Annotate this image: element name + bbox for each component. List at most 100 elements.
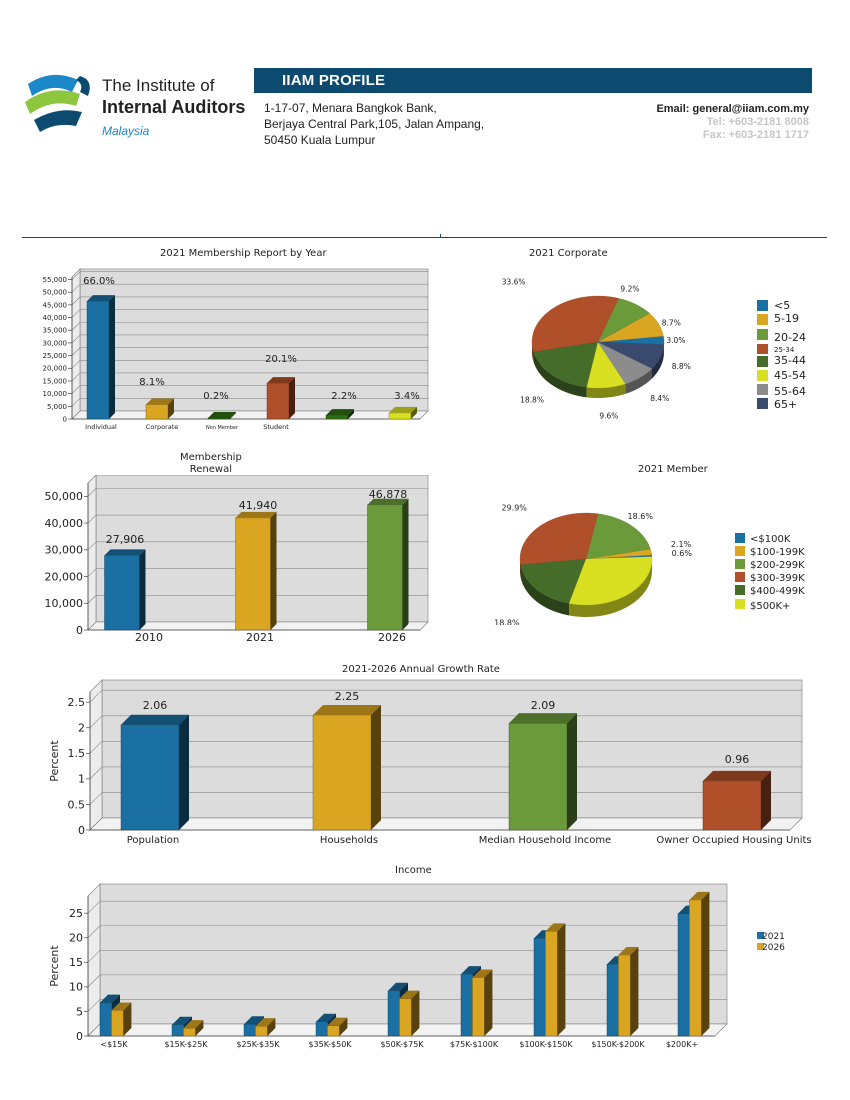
legend-swatch: [735, 585, 745, 595]
y-tick-label: 0: [76, 624, 83, 637]
bar-top: [183, 1020, 204, 1029]
legend-swatch: [757, 370, 768, 381]
grid-line: [87, 900, 101, 914]
bar-side: [109, 295, 115, 419]
pie-slice: [531, 295, 619, 353]
bar-side: [339, 1017, 348, 1036]
legend-swatch: [757, 300, 768, 311]
pie-slice: [568, 556, 653, 606]
legend-swatch: [735, 546, 745, 556]
grid-line: [87, 925, 101, 938]
y-tick-label: 30,000: [43, 339, 68, 347]
grid-line: [87, 488, 97, 497]
y-tick-label: 50,000: [45, 490, 84, 503]
y-tick-label: 40,000: [43, 314, 68, 322]
data-label: 66.0%: [83, 276, 115, 287]
bar-top: [689, 891, 710, 900]
address-line: Berjaya Central Park,105, Jalan Ampang,: [264, 117, 485, 131]
x-tick-label: Corporate: [146, 423, 179, 431]
bar: [545, 931, 558, 1037]
pie-data-label: 18.8%: [520, 395, 544, 404]
plot-side-wall: [71, 268, 81, 420]
tel-text: Tel: +603-2181 8008: [706, 116, 809, 128]
bar-side: [411, 990, 420, 1036]
legend-label: $500K+: [750, 601, 790, 612]
data-label: 2.25: [335, 690, 360, 703]
y-tick-label: 0: [76, 1030, 83, 1043]
bar: [243, 1024, 257, 1037]
y-tick-label: 10,000: [43, 390, 68, 398]
pie-data-label: 18.6%: [628, 512, 654, 521]
bar-top: [121, 714, 189, 725]
x-tick-label: <$15K: [100, 1040, 128, 1049]
grid-line: [71, 309, 81, 318]
bar-top: [461, 966, 481, 975]
bar-top: [327, 1017, 348, 1026]
legend-swatch: [757, 356, 768, 367]
x-tick-label: Owner Occupied Housing Units: [656, 835, 811, 846]
bar: [171, 1024, 185, 1037]
y-tick-label: 10: [69, 981, 83, 994]
grid-line: [71, 284, 81, 293]
section-divider: [22, 237, 827, 238]
pie-slice: [586, 341, 626, 389]
iia-globe-icon: [25, 74, 90, 132]
legend-label: $300-399K: [750, 573, 805, 584]
legend-swatch: [735, 599, 745, 609]
pie-data-label: 18.8%: [494, 619, 520, 625]
pie-slice-side: [586, 383, 626, 398]
bar-top: [255, 1018, 276, 1027]
bar: [327, 1025, 340, 1037]
bar: [207, 417, 231, 420]
x-tick-label: Population: [127, 835, 180, 846]
data-label: 8.1%: [139, 377, 164, 388]
bar: [460, 973, 474, 1037]
y-tick-label: 25: [69, 907, 83, 920]
legend-label: $100-199K: [750, 547, 805, 558]
y-tick-label: 45,000: [43, 301, 68, 309]
income-chart: 0 5 10 15 20 25 <$15K $15K-$25K $25K-$35K $35K-$5…: [48, 883, 785, 1049]
bar: [472, 977, 485, 1037]
bar-side: [630, 946, 639, 1036]
bar: [399, 998, 412, 1037]
y-tick-label: 0: [63, 415, 67, 423]
grid-line: [87, 568, 97, 577]
org-name-line1: The Institute of: [102, 76, 215, 95]
legend-label: 55-64: [774, 385, 806, 398]
bar: [677, 913, 691, 1037]
bar: [99, 1002, 113, 1037]
plot-back-wall: [79, 268, 429, 412]
legend-swatch: [757, 344, 768, 354]
x-tick-label: 2021: [246, 631, 274, 644]
grid-line: [87, 514, 97, 524]
bar: [111, 1010, 124, 1037]
pie-data-label: 33.6%: [502, 278, 526, 287]
bar-top: [208, 412, 236, 418]
pie-slice: [519, 512, 599, 566]
bar: [367, 504, 403, 631]
bar: [315, 1021, 329, 1037]
email-text[interactable]: Email: general@iiam.com.my: [656, 103, 809, 115]
x-tick-label: Median Household Income: [479, 835, 611, 846]
legend-swatch: [735, 572, 745, 582]
growth-chart: 0 0.5 1 1.5 2 2.5 2.06 Population 2.25 Households…: [48, 679, 812, 846]
bar-top: [235, 511, 277, 518]
y-tick-label: 35,000: [43, 327, 68, 335]
pie-data-label: 0.6%: [672, 549, 693, 558]
data-label: 3.4%: [394, 391, 419, 402]
bar-top: [399, 990, 420, 999]
bar-top: [87, 295, 115, 302]
membership-chart: 0 5,000 10,000 15,000 20,000 25,000 30,000 35,0…: [43, 268, 429, 431]
address-block: 1-17-07, Menara Bangkok Bank, Berjaya Ce…: [264, 100, 524, 148]
bar: [618, 954, 631, 1037]
profile-banner: IIAM PROFILE: [254, 68, 812, 93]
bar-top: [326, 409, 354, 416]
grid-line: [89, 792, 103, 805]
section-divider-mark: [440, 234, 441, 238]
grid-line: [71, 347, 81, 356]
bar: [183, 1027, 196, 1037]
bar: [312, 714, 372, 831]
grid-line: [89, 715, 103, 728]
bar-top: [509, 713, 577, 724]
bar: [387, 990, 401, 1037]
